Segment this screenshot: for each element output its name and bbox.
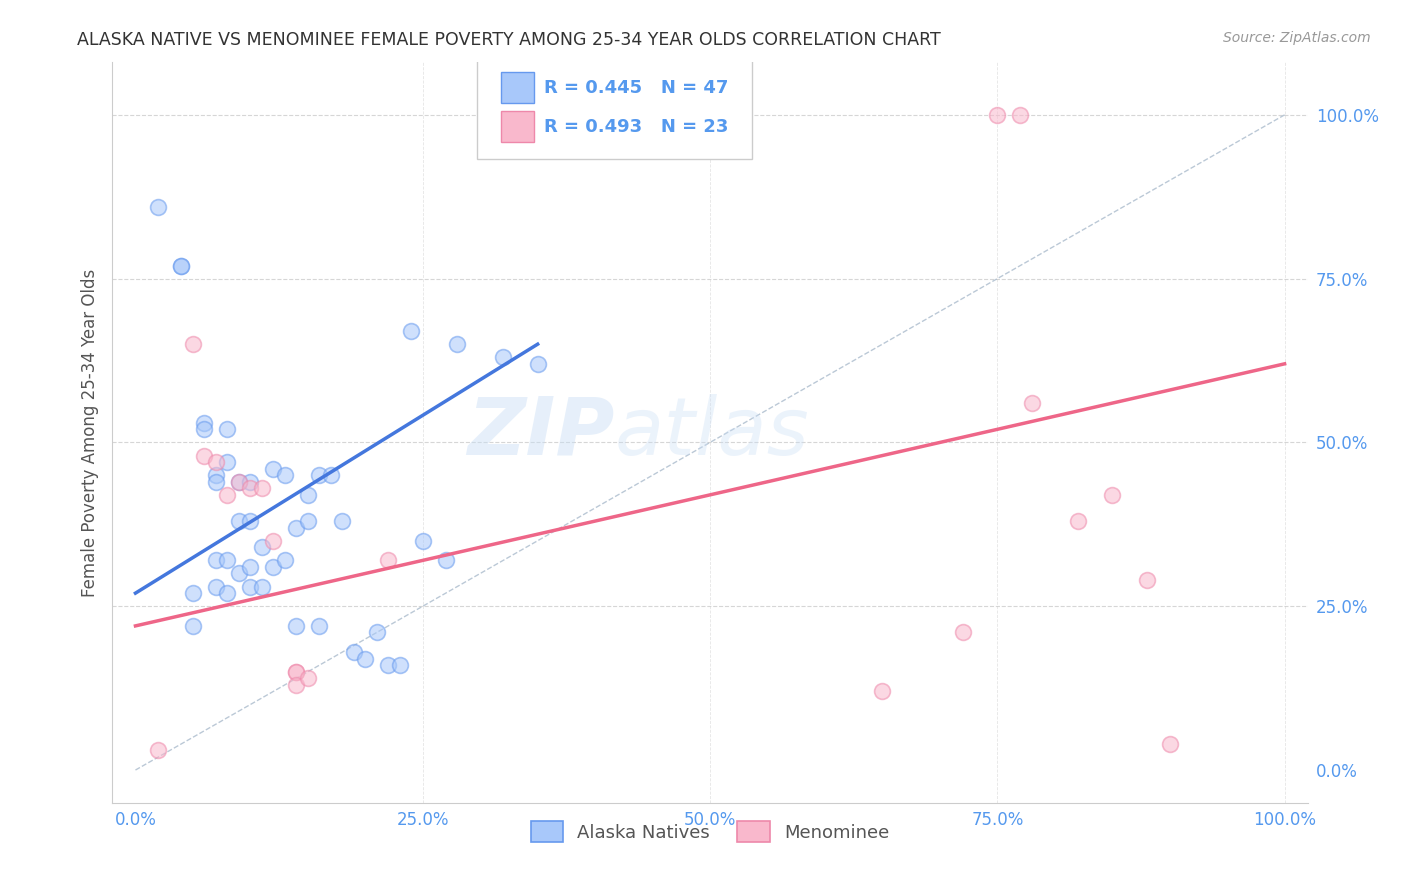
FancyBboxPatch shape: [501, 112, 534, 143]
Point: [181, 619, 204, 633]
Point: [1021, 396, 1043, 410]
FancyBboxPatch shape: [477, 55, 752, 159]
Point: [239, 481, 262, 495]
Point: [228, 566, 250, 581]
Point: [250, 541, 273, 555]
Text: R = 0.445   N = 47: R = 0.445 N = 47: [544, 78, 728, 96]
Point: [181, 337, 204, 351]
Point: [872, 684, 894, 698]
Point: [217, 422, 239, 436]
Point: [1159, 737, 1181, 751]
Point: [217, 553, 239, 567]
Point: [1101, 488, 1123, 502]
Point: [285, 665, 308, 679]
FancyBboxPatch shape: [501, 72, 534, 103]
Point: [239, 514, 262, 528]
Point: [1136, 573, 1159, 587]
Point: [205, 475, 228, 489]
Point: [377, 553, 399, 567]
Point: [205, 455, 228, 469]
Text: ZIP: ZIP: [467, 393, 614, 472]
Point: [228, 514, 250, 528]
Point: [366, 625, 388, 640]
Point: [446, 337, 468, 351]
Point: [217, 455, 239, 469]
Point: [239, 580, 262, 594]
Point: [148, 200, 170, 214]
Point: [330, 514, 353, 528]
Point: [377, 658, 399, 673]
Point: [492, 351, 515, 365]
Text: R = 0.493   N = 23: R = 0.493 N = 23: [544, 118, 728, 136]
Point: [274, 553, 297, 567]
Point: [297, 671, 319, 685]
Point: [170, 259, 193, 273]
Point: [285, 678, 308, 692]
Point: [308, 619, 330, 633]
Point: [354, 651, 377, 665]
Point: [239, 560, 262, 574]
Point: [343, 645, 366, 659]
Point: [1067, 514, 1090, 528]
Point: [297, 488, 319, 502]
Point: [434, 553, 457, 567]
Point: [952, 625, 974, 640]
Point: [228, 475, 250, 489]
Point: [205, 580, 228, 594]
Point: [193, 449, 215, 463]
Point: [1010, 108, 1032, 122]
Point: [401, 324, 423, 338]
Point: [205, 553, 228, 567]
Point: [193, 416, 215, 430]
Point: [228, 475, 250, 489]
Point: [285, 619, 308, 633]
Point: [205, 468, 228, 483]
Point: [250, 481, 273, 495]
Point: [193, 422, 215, 436]
Text: ALASKA NATIVE VS MENOMINEE FEMALE POVERTY AMONG 25-34 YEAR OLDS CORRELATION CHAR: ALASKA NATIVE VS MENOMINEE FEMALE POVERT…: [77, 31, 941, 49]
Point: [986, 108, 1008, 122]
Point: [250, 580, 273, 594]
Point: [239, 475, 262, 489]
Point: [297, 514, 319, 528]
Point: [262, 560, 284, 574]
Point: [262, 461, 284, 475]
Point: [181, 586, 204, 600]
Point: [148, 743, 170, 757]
Point: [170, 259, 193, 273]
Text: Source: ZipAtlas.com: Source: ZipAtlas.com: [1223, 31, 1371, 45]
Point: [526, 357, 548, 371]
Point: [412, 533, 434, 548]
Point: [285, 521, 308, 535]
Point: [285, 665, 308, 679]
Point: [388, 658, 411, 673]
Point: [308, 468, 330, 483]
Legend: Alaska Natives, Menominee: Alaska Natives, Menominee: [523, 814, 897, 849]
Point: [217, 586, 239, 600]
Point: [319, 468, 342, 483]
Point: [262, 533, 284, 548]
Y-axis label: Female Poverty Among 25-34 Year Olds: Female Poverty Among 25-34 Year Olds: [80, 268, 98, 597]
Point: [217, 488, 239, 502]
Point: [274, 468, 297, 483]
Text: atlas: atlas: [614, 393, 810, 472]
